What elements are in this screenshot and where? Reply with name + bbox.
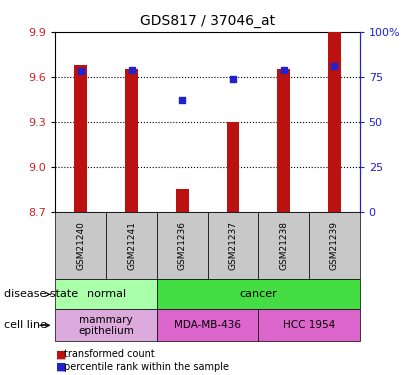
- Text: normal: normal: [87, 290, 126, 299]
- Text: ■: ■: [55, 362, 66, 372]
- Bar: [125, 69, 138, 212]
- Text: GSM21241: GSM21241: [127, 221, 136, 270]
- Point: [230, 76, 236, 82]
- Text: cell line: cell line: [4, 320, 47, 330]
- Bar: [226, 122, 239, 212]
- Text: ■: ■: [55, 350, 66, 359]
- Text: percentile rank within the sample: percentile rank within the sample: [64, 362, 229, 372]
- Text: mammary
epithelium: mammary epithelium: [78, 315, 134, 336]
- Text: HCC 1954: HCC 1954: [283, 320, 335, 330]
- Text: GSM21236: GSM21236: [178, 221, 187, 270]
- Bar: [328, 32, 341, 212]
- Point: [179, 97, 185, 103]
- Bar: [277, 69, 290, 212]
- Point: [128, 67, 135, 73]
- Text: GSM21240: GSM21240: [76, 221, 85, 270]
- Bar: [74, 65, 87, 212]
- Bar: [176, 189, 189, 212]
- Point: [280, 67, 287, 73]
- Text: disease state: disease state: [4, 290, 78, 299]
- Text: cancer: cancer: [239, 290, 277, 299]
- Text: GSM21237: GSM21237: [229, 221, 238, 270]
- Text: MDA-MB-436: MDA-MB-436: [174, 320, 241, 330]
- Text: transformed count: transformed count: [64, 350, 155, 359]
- Point: [78, 69, 84, 75]
- Text: GSM21239: GSM21239: [330, 221, 339, 270]
- Title: GDS817 / 37046_at: GDS817 / 37046_at: [140, 14, 275, 28]
- Point: [331, 63, 337, 69]
- Text: GSM21238: GSM21238: [279, 221, 288, 270]
